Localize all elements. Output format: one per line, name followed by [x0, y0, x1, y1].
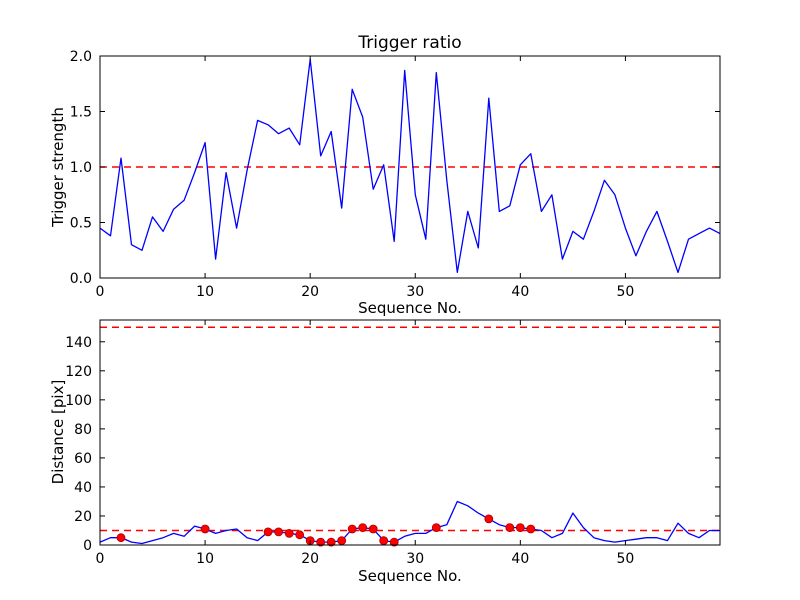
- x-tick-label: 0: [96, 551, 105, 567]
- distance-chart: 0 10 20 30 40 50 0 20 40 60 80 100 120 140: [65, 319, 721, 567]
- y-tick-label: 140: [65, 335, 92, 351]
- y-tick-label: 100: [65, 393, 92, 409]
- x-tick-label: 50: [617, 551, 635, 567]
- x-tick-label: 40: [511, 551, 529, 567]
- x-tick-label: 10: [196, 284, 214, 300]
- x-tick-label: 40: [511, 284, 529, 300]
- x-tick-label: 50: [617, 284, 635, 300]
- trigger-marker: [368, 524, 378, 534]
- chart-title: Trigger ratio: [358, 33, 462, 53]
- top-x-axis-label: Sequence No.: [358, 299, 462, 317]
- bottom-x-axis-label: Sequence No.: [358, 567, 462, 585]
- axes-background: [100, 56, 720, 278]
- x-tick-label: 0: [96, 284, 105, 300]
- trigger-marker: [200, 524, 210, 534]
- y-tick-label: 2.0: [70, 49, 92, 65]
- y-tick-label: 0: [83, 538, 92, 554]
- y-tick-label: 40: [74, 480, 92, 496]
- trigger-ratio-chart: 0 10 20 30 40 50 0.0 0.5 1.0 1.5 2.0: [70, 49, 721, 300]
- y-tick-label: 1.0: [70, 160, 92, 176]
- bottom-y-axis-label: Distance [pix]: [49, 379, 67, 485]
- trigger-marker: [431, 523, 441, 532]
- trigger-marker: [505, 523, 515, 532]
- trigger-marker: [484, 514, 494, 524]
- y-tick-label: 20: [74, 509, 92, 525]
- x-tick-label: 30: [406, 551, 424, 567]
- trigger-marker: [515, 523, 525, 532]
- y-tick-label: 80: [74, 422, 92, 438]
- x-tick-label: 10: [196, 551, 214, 567]
- y-tick-label: 60: [74, 451, 92, 467]
- axes-frame: [99, 319, 721, 546]
- x-tick-label: 30: [406, 284, 424, 300]
- trigger-marker: [379, 536, 389, 545]
- trigger-marker: [316, 537, 326, 547]
- trigger-marker: [116, 533, 126, 543]
- y-tick-label: 120: [65, 364, 92, 380]
- trigger-marker: [295, 530, 305, 540]
- y-tick-label: 1.5: [70, 105, 92, 121]
- trigger-marker: [274, 527, 284, 537]
- trigger-marker: [526, 524, 536, 534]
- trigger-marker: [326, 537, 336, 547]
- y-tick-label: 0.5: [70, 216, 92, 232]
- trigger-marker: [263, 527, 273, 537]
- x-tick-label: 20: [301, 284, 319, 300]
- trigger-marker: [358, 523, 368, 532]
- trigger-marker: [389, 537, 399, 547]
- y-tick-label: 0.0: [70, 271, 92, 287]
- x-tick-label: 20: [301, 551, 319, 567]
- trigger-marker: [337, 536, 347, 545]
- top-y-axis-label: Trigger strength: [49, 107, 67, 227]
- trigger-marker: [347, 524, 357, 534]
- axes-background: [100, 320, 720, 545]
- trigger-marker: [284, 529, 294, 538]
- data-line: [99, 58, 721, 274]
